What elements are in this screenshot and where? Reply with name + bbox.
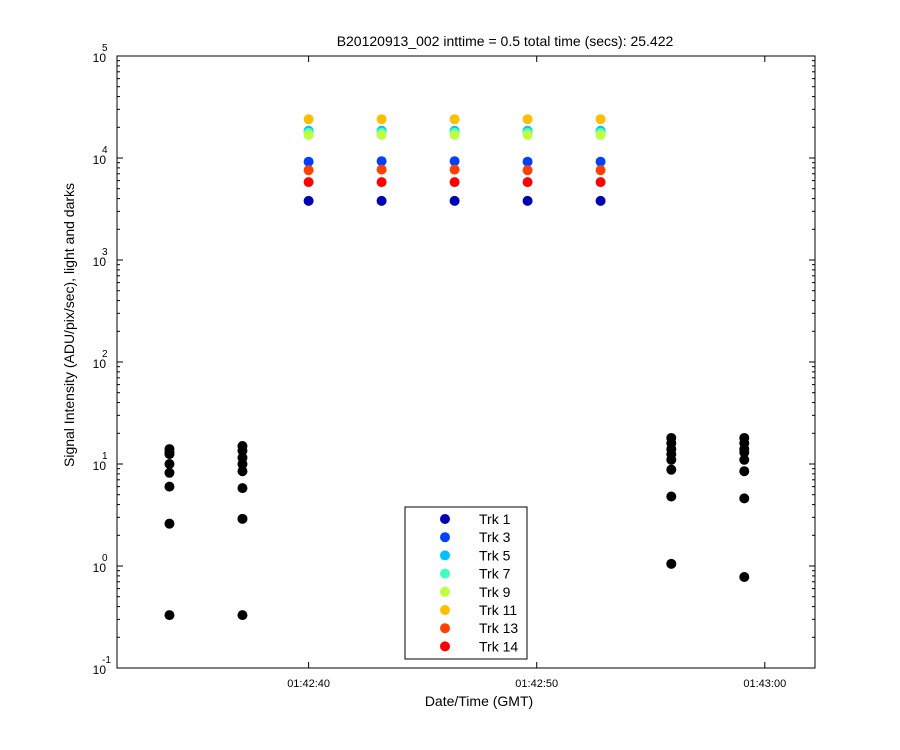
y-tick-label-exponent: 0 — [102, 553, 108, 564]
point-trk-3 — [522, 156, 533, 167]
legend-marker — [440, 550, 450, 561]
legend-marker — [440, 641, 450, 652]
y-tick-label-base: 10 — [93, 255, 107, 269]
dark-point — [164, 518, 175, 529]
legend-marker — [440, 623, 450, 634]
dark-point — [666, 464, 677, 475]
y-tick-label-base: 10 — [93, 459, 107, 473]
dark-point — [739, 493, 750, 504]
point-trk-11 — [376, 114, 387, 125]
point-trk-13 — [449, 164, 460, 175]
y-tick-label-exponent: 4 — [102, 145, 108, 156]
dark-point — [739, 447, 750, 458]
point-trk-14 — [303, 177, 314, 188]
dark-point — [237, 445, 248, 456]
y-tick-label-exponent: 5 — [102, 43, 108, 54]
dark-point — [237, 466, 248, 477]
point-trk-13 — [522, 165, 533, 176]
legend-label: Trk 11 — [479, 602, 517, 618]
dark-point — [164, 481, 175, 492]
point-trk-11 — [522, 114, 533, 125]
point-trk-14 — [595, 177, 606, 188]
point-trk-11 — [595, 114, 606, 125]
point-trk-9 — [303, 130, 314, 141]
legend-marker — [440, 514, 450, 524]
legend-marker — [440, 568, 450, 579]
dark-point — [164, 447, 175, 458]
dark-point — [237, 513, 248, 524]
legend-marker — [440, 532, 450, 543]
point-trk-1 — [376, 195, 387, 206]
point-trk-3 — [303, 156, 314, 167]
point-trk-9 — [595, 130, 606, 141]
dark-point — [666, 491, 677, 502]
x-axis-label: Date/Time (GMT) — [425, 693, 533, 709]
dark-point — [237, 483, 248, 494]
point-trk-1 — [595, 195, 606, 206]
y-axis-label: Signal Intensity (ADU/pix/sec), light an… — [61, 183, 77, 467]
y-tick-label-base: 10 — [93, 357, 107, 371]
y-tick-label-exponent: 1 — [102, 451, 108, 462]
dark-point — [237, 610, 248, 621]
dark-point — [164, 467, 175, 478]
y-tick-label-base: 10 — [93, 561, 107, 575]
legend-label: Trk 1 — [479, 511, 511, 527]
legend: Trk 1 Trk 3 Trk 5 Trk 7 Trk 9 Trk 11 Trk 13 Trk… — [404, 506, 528, 660]
legend-marker — [440, 605, 450, 615]
legend-label: Trk 5 — [479, 547, 511, 563]
point-trk-13 — [376, 164, 387, 175]
dark-point — [237, 459, 248, 469]
point-trk-3 — [449, 156, 460, 167]
y-tick-label-base: 10 — [93, 153, 107, 167]
chart-title: B20120913_002 inttime = 0.5 total time (… — [337, 33, 674, 49]
dark-point — [739, 466, 750, 477]
point-trk-3 — [595, 156, 606, 167]
legend-label: Trk 13 — [479, 620, 518, 636]
point-trk-14 — [376, 177, 387, 188]
y-tick-label-base: 10 — [93, 51, 107, 65]
x-tick-label: 01:42:40 — [287, 678, 330, 690]
point-trk-14 — [449, 177, 460, 188]
point-trk-13 — [595, 165, 606, 176]
point-trk-11 — [303, 114, 314, 125]
point-trk-14 — [522, 177, 533, 188]
point-trk-9 — [449, 130, 460, 141]
darks-series — [164, 432, 750, 621]
light-series — [303, 114, 606, 206]
dark-point — [164, 459, 175, 469]
legend-label: Trk 7 — [479, 566, 511, 582]
dark-point — [666, 558, 677, 569]
y-tick-label-exponent: -1 — [102, 655, 111, 666]
legend-box — [404, 506, 528, 660]
point-trk-1 — [303, 195, 314, 206]
point-trk-9 — [522, 130, 533, 141]
dark-point — [739, 454, 750, 465]
x-axis: 01:42:40 01:42:50 01:43:00 — [287, 56, 786, 690]
dark-point — [164, 610, 175, 621]
point-trk-11 — [449, 114, 460, 125]
dark-point — [666, 449, 677, 460]
y-tick-label-base: 10 — [93, 663, 107, 677]
legend-label: Trk 14 — [479, 638, 518, 654]
y-tick-label-exponent: 2 — [102, 349, 108, 360]
point-trk-1 — [522, 195, 533, 206]
point-trk-9 — [376, 130, 387, 141]
point-trk-3 — [376, 156, 387, 167]
legend-label: Trk 3 — [479, 529, 511, 545]
point-trk-1 — [449, 195, 460, 206]
x-tick-label: 01:43:00 — [743, 678, 786, 690]
legend-marker — [440, 586, 450, 597]
legend-label: Trk 9 — [479, 584, 511, 600]
x-tick-label: 01:42:50 — [515, 678, 558, 690]
point-trk-13 — [303, 165, 314, 176]
y-tick-label-exponent: 3 — [102, 247, 108, 258]
dark-point — [739, 572, 750, 583]
